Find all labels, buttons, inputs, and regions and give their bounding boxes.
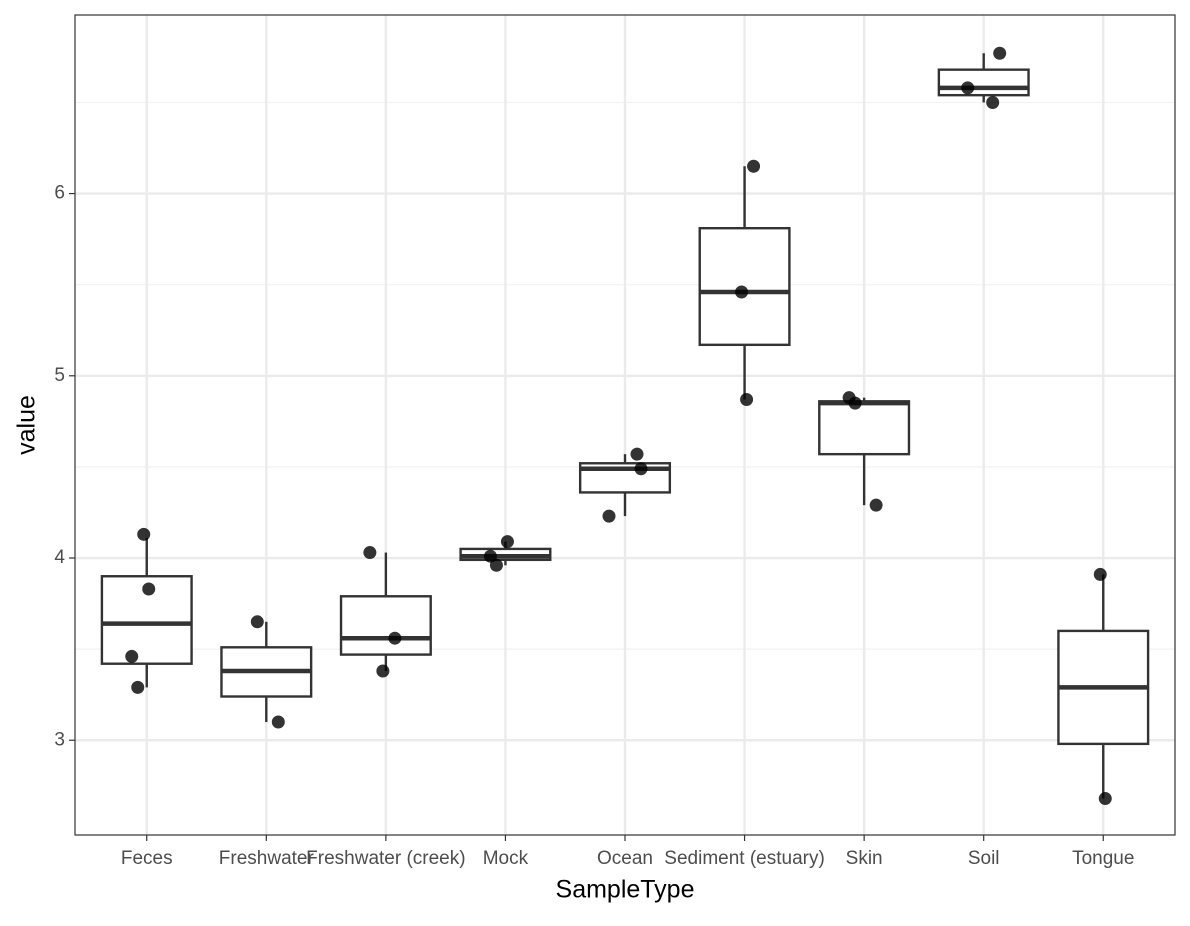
- y-tick-label: 6: [54, 183, 65, 204]
- x-axis-title: SampleType: [556, 876, 695, 904]
- point: [961, 81, 975, 95]
- point: [747, 159, 761, 173]
- x-tick-label: Soil: [968, 848, 1000, 869]
- panel-border: [74, 14, 1176, 836]
- point: [388, 631, 402, 645]
- point: [271, 715, 285, 729]
- x-tick-label: Freshwater: [219, 848, 315, 869]
- point: [131, 680, 145, 694]
- x-tick-label: Feces: [121, 848, 173, 869]
- point: [250, 615, 264, 629]
- x-tick-label: Sediment (estuary): [664, 848, 825, 869]
- point: [1098, 792, 1112, 806]
- point: [986, 95, 1000, 109]
- point: [137, 527, 151, 541]
- point: [376, 664, 390, 678]
- point: [848, 396, 862, 410]
- x-tick-label: Mock: [483, 848, 529, 869]
- point: [993, 46, 1007, 60]
- y-tick-label: 3: [54, 729, 65, 750]
- x-tick-label: Freshwater (creek): [306, 848, 465, 869]
- y-tick-label: 4: [54, 547, 65, 568]
- y-axis-title: value: [13, 395, 41, 455]
- point: [634, 462, 648, 476]
- y-tick-label: 5: [54, 365, 65, 386]
- x-tick-label: Tongue: [1072, 848, 1134, 869]
- point: [869, 498, 883, 512]
- point: [630, 447, 644, 461]
- x-tick-label: Skin: [846, 848, 883, 869]
- point: [489, 558, 503, 572]
- point: [363, 546, 377, 560]
- x-tick-label: Ocean: [597, 848, 653, 869]
- point: [602, 509, 616, 523]
- point: [735, 285, 749, 299]
- point: [740, 392, 754, 406]
- point: [500, 535, 514, 549]
- point: [125, 649, 139, 663]
- point: [142, 582, 156, 596]
- box: [937, 68, 1030, 97]
- box: [818, 400, 911, 456]
- box: [339, 595, 432, 656]
- point: [1093, 567, 1107, 581]
